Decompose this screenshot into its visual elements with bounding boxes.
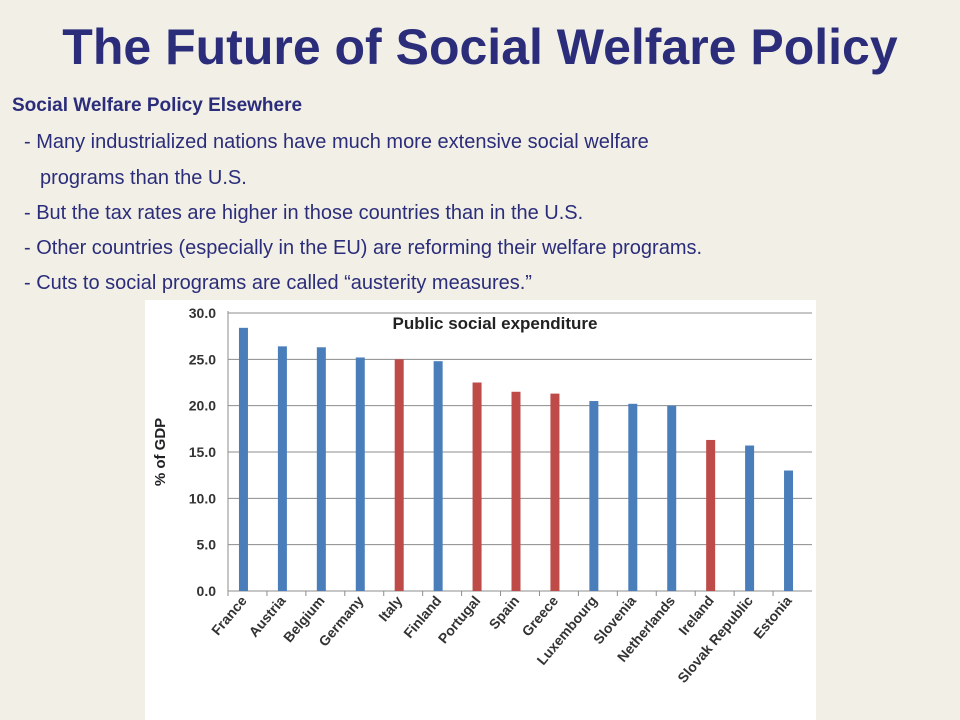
bullet-3: - Other countries (especially in the EU)…: [24, 237, 703, 259]
y-tick-label: 25.0: [189, 351, 216, 367]
bar-spain: [511, 391, 521, 591]
bar-luxembourg: [589, 401, 599, 591]
y-axis-label: % of GDP: [152, 418, 169, 486]
bar-slovenia: [628, 403, 638, 591]
chart-title: Public social expenditure: [392, 314, 597, 333]
bullet-4: - Cuts to social programs are called “au…: [24, 272, 532, 294]
x-tick-label: Spain: [486, 593, 523, 632]
bar-estonia: [784, 470, 794, 591]
slide-title: The Future of Social Welfare Policy: [62, 19, 898, 75]
x-tick-label: France: [208, 592, 250, 638]
x-tick-label: Portugal: [435, 593, 484, 647]
y-tick-label: 5.0: [197, 537, 217, 553]
bar-greece: [550, 393, 560, 591]
y-tick-label: 0.0: [197, 583, 217, 599]
bar-france: [238, 327, 248, 591]
bar-germany: [355, 357, 365, 591]
y-tick-label: 10.0: [189, 490, 216, 506]
x-tick-label: Slovak Republic: [674, 592, 756, 685]
bar-portugal: [472, 382, 482, 591]
chart-image: 0.0 5.0 10.0 15.0 20.0 25.0 30.0 France Austria B…: [145, 300, 816, 720]
bullet-1: - Many industrialized nations have much …: [24, 131, 649, 153]
bar-netherlands: [667, 405, 677, 591]
bar-ireland: [706, 439, 716, 591]
bullet-1-continued: programs than the U.S.: [40, 167, 247, 189]
bar-belgium: [316, 347, 326, 591]
bar-austria: [277, 346, 287, 591]
y-tick-label: 30.0: [189, 305, 216, 321]
y-tick-label: 15.0: [189, 444, 216, 460]
slide-subtitle: Social Welfare Policy Elsewhere: [12, 95, 303, 116]
bullet-2: - But the tax rates are higher in those …: [24, 202, 584, 224]
y-tick-label: 20.0: [189, 398, 216, 414]
x-tick-label: Italy: [375, 592, 405, 624]
bar-slovak-republic: [745, 445, 755, 591]
x-tick-label: Estonia: [750, 592, 795, 641]
bar-italy: [394, 359, 404, 591]
bar-finland: [433, 361, 443, 591]
bar-chart: 0.05.010.015.020.025.030.0FranceAustriaB…: [152, 305, 812, 686]
